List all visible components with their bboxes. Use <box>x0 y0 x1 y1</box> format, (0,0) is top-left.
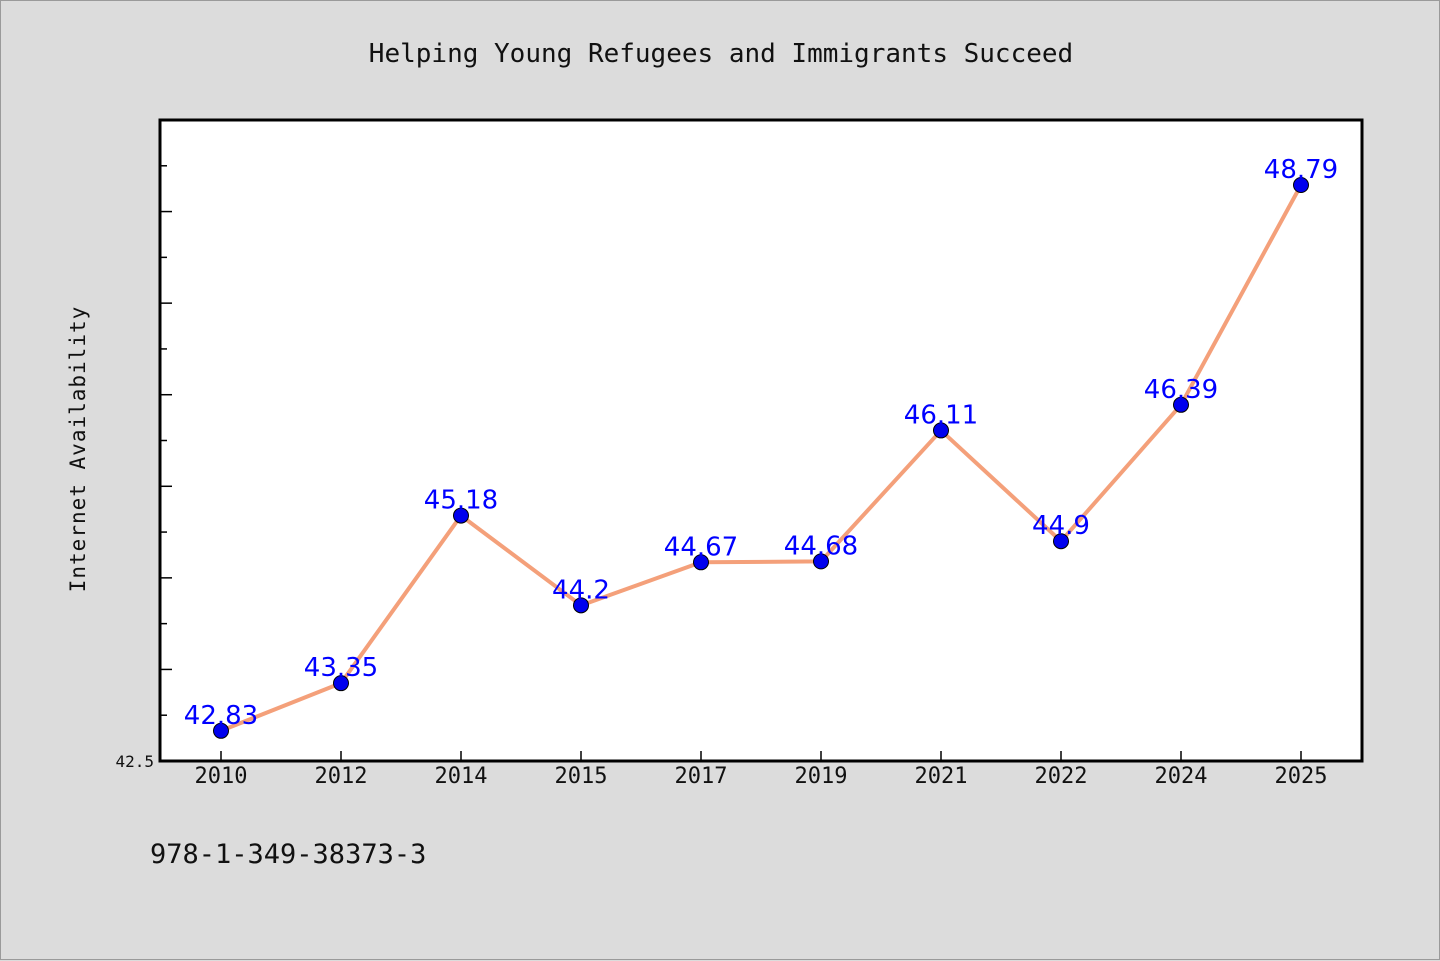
data-label: 44.9 <box>1032 511 1090 541</box>
y-tick-label: 42.5 <box>115 752 154 771</box>
data-point <box>1293 177 1309 194</box>
series-line <box>219 183 1303 733</box>
data-point <box>333 675 349 692</box>
x-tick-label: 2017 <box>675 764 728 789</box>
x-tick-label: 2022 <box>1035 764 1088 789</box>
data-label: 46.11 <box>904 400 978 430</box>
data-point <box>213 722 229 739</box>
data-label: 46.39 <box>1144 375 1218 405</box>
x-tick-label: 2012 <box>315 764 368 789</box>
chart-title: Helping Young Refugees and Immigrants Su… <box>369 39 1073 69</box>
x-axis-ticks: 2010 2012 2014 2015 2017 2019 2021 2022 2024 2025 <box>195 751 1328 789</box>
data-label: 44.2 <box>552 575 610 605</box>
data-point <box>453 507 469 524</box>
data-labels: 42.83 43.35 45.18 44.2 44.67 44.68 46.11 44.9 46… <box>184 155 1338 731</box>
data-point <box>693 554 709 571</box>
x-tick-label: 2010 <box>195 764 248 789</box>
x-tick-label: 2021 <box>915 764 968 789</box>
data-label: 44.67 <box>664 532 738 562</box>
data-label: 45.18 <box>424 486 498 516</box>
data-point <box>1173 396 1189 413</box>
x-tick-label: 2019 <box>795 764 848 789</box>
data-label: 42.83 <box>184 701 258 731</box>
data-point <box>1053 533 1069 550</box>
x-tick-label: 2014 <box>435 764 488 789</box>
data-point <box>573 597 589 614</box>
data-point <box>933 422 949 439</box>
x-tick-label: 2025 <box>1275 764 1328 789</box>
y-axis-label: Internet Availability <box>66 306 90 593</box>
isbn-text: 978-1-349-38373-3 <box>150 839 426 870</box>
x-tick-label: 2024 <box>1155 764 1208 789</box>
y-axis-ticks: 42.5 <box>115 119 172 771</box>
data-points <box>213 177 1309 739</box>
x-tick-label: 2015 <box>555 764 608 789</box>
data-label: 48.79 <box>1264 155 1338 185</box>
data-point <box>813 553 829 570</box>
data-label: 44.68 <box>784 531 858 561</box>
data-label: 43.35 <box>304 653 378 683</box>
